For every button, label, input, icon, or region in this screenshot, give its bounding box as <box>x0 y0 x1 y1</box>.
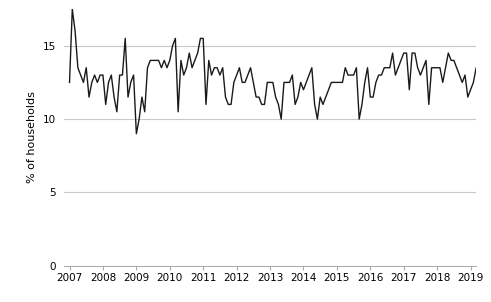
Y-axis label: % of households: % of households <box>27 92 37 183</box>
